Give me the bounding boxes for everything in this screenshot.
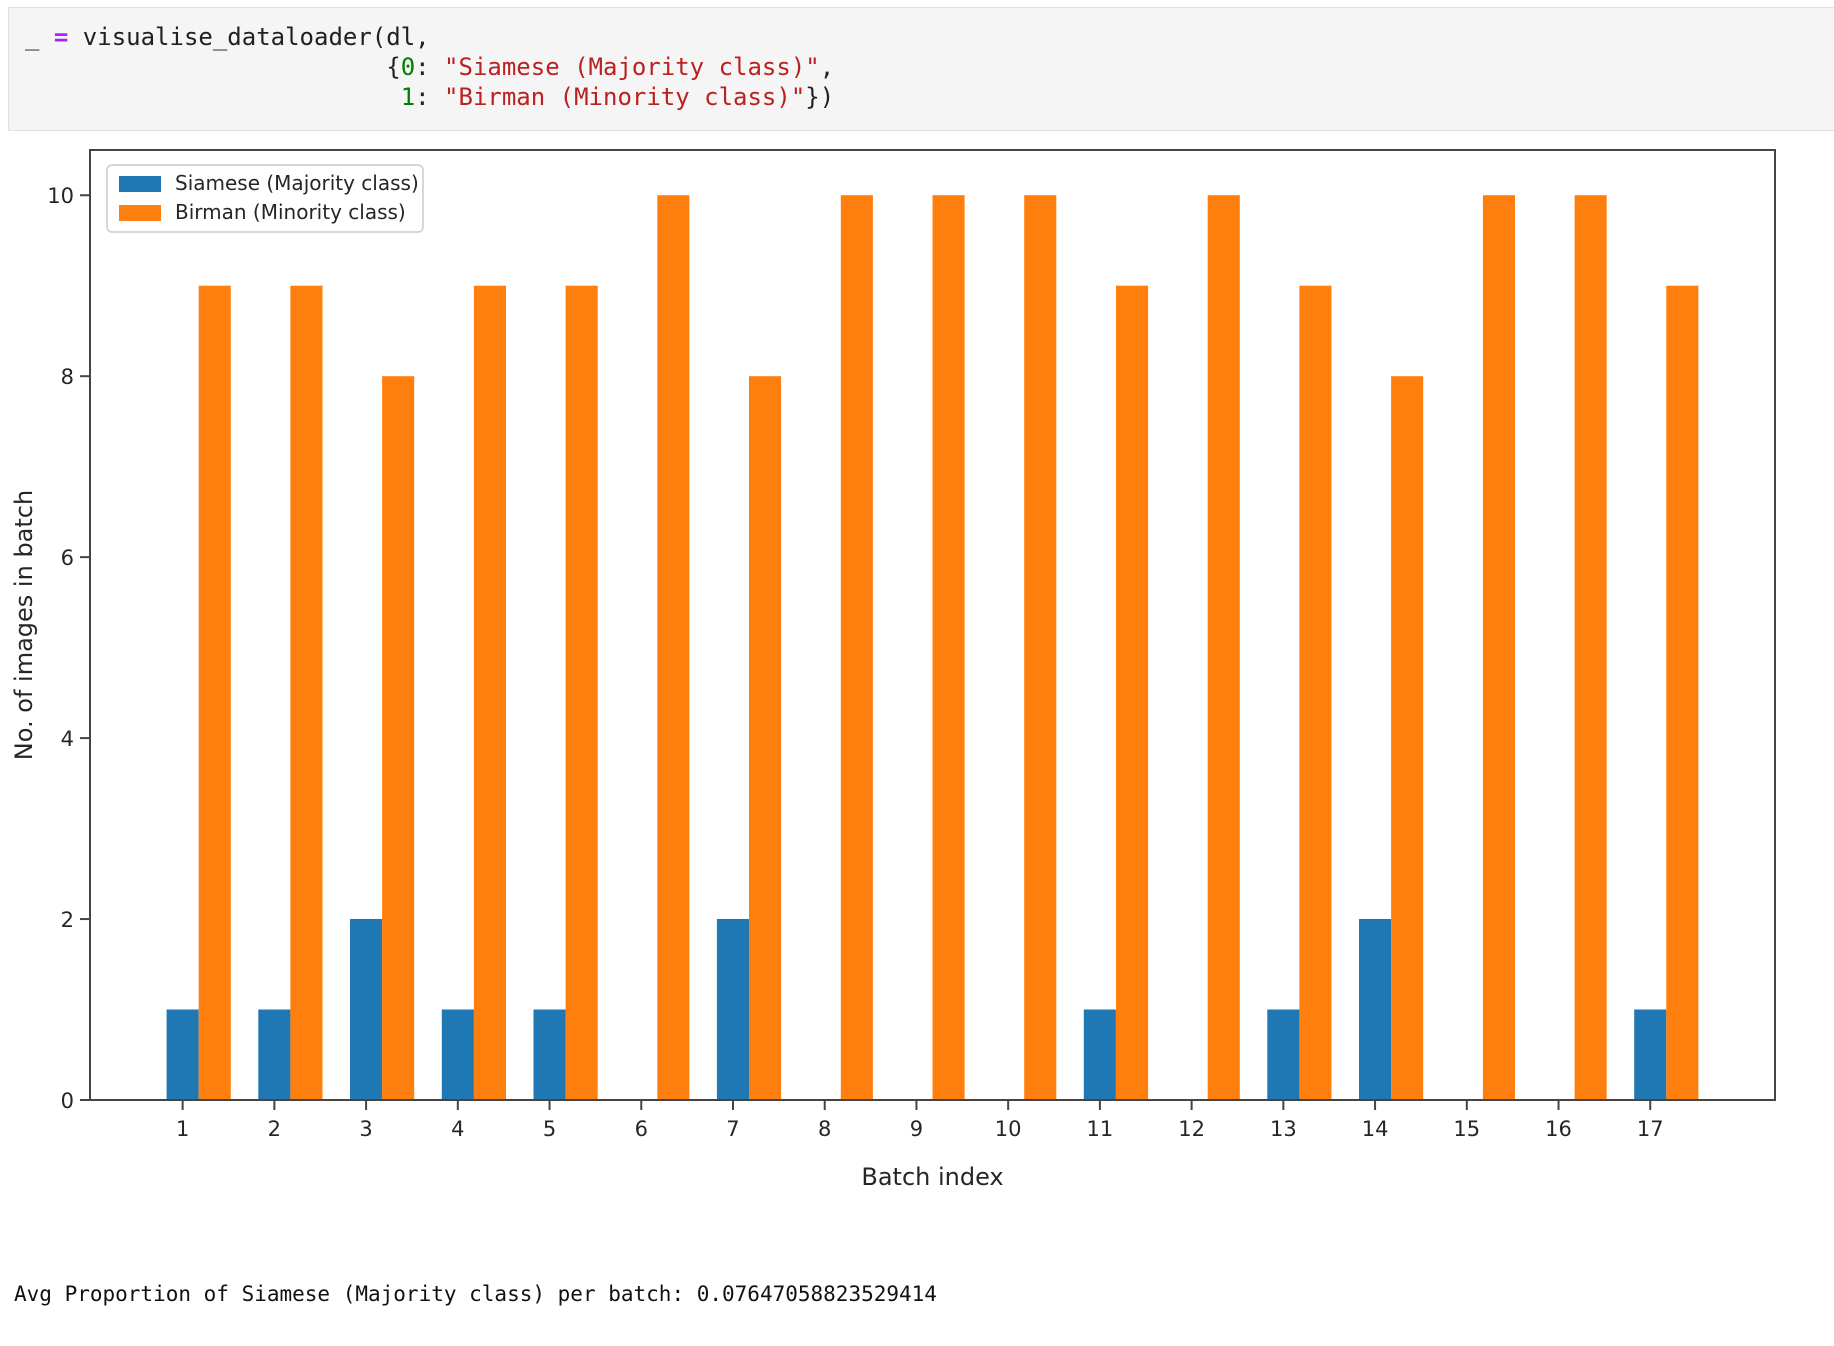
x-tick-label: 4 (451, 1117, 464, 1141)
legend-swatch-siamese (119, 176, 161, 192)
code-token-plain: visualise_dataloader(dl, (68, 23, 430, 51)
y-tick-label: 6 (61, 546, 74, 570)
bar-birman (382, 376, 415, 1100)
x-tick-label: 7 (726, 1117, 739, 1141)
x-tick-label: 15 (1453, 1117, 1480, 1141)
x-axis-label: Batch index (861, 1163, 1003, 1191)
code-token-operator: = (53, 23, 69, 51)
figure-output: 0 2 4 6 8 10 1 2 3 4 5 6 7 8 9 10 11 12 13 14 15 16 17 Batch in… (0, 138, 1834, 1216)
code-token-number: 0 (400, 53, 416, 81)
bar-siamese (441, 1009, 474, 1100)
code-token-plain: }) (805, 83, 835, 111)
bar-birman (1116, 285, 1149, 1100)
code-editor[interactable]: _ = visualise_dataloader(dl, {0: "Siames… (9, 8, 1834, 112)
x-tick-label: 8 (818, 1117, 831, 1141)
legend-label-birman: Birman (Minority class) (175, 200, 406, 224)
x-tick-label: 14 (1362, 1117, 1389, 1141)
bar-siamese (166, 1009, 199, 1100)
code-token-plain: , (819, 53, 835, 81)
code-cell[interactable]: _ = visualise_dataloader(dl, {0: "Siames… (8, 7, 1834, 131)
y-tick-label: 2 (61, 908, 74, 932)
legend-box (106, 164, 424, 233)
x-tick-label: 12 (1178, 1117, 1205, 1141)
bar-birman (657, 195, 690, 1100)
bar-birman (290, 285, 323, 1100)
bar-birman (840, 195, 873, 1100)
legend-label-siamese: Siamese (Majority class) (175, 171, 419, 195)
y-tick-label: 4 (61, 727, 74, 751)
bar-siamese (258, 1009, 291, 1100)
legend-swatch-birman (119, 205, 161, 221)
y-axis-label: No. of images in batch (10, 490, 38, 760)
stream-line-avg-siamese: Avg Proportion of Siamese (Majority clas… (14, 1282, 937, 1306)
x-tick-label: 2 (268, 1117, 281, 1141)
x-tick-label: 9 (910, 1117, 923, 1141)
bar-siamese (1634, 1009, 1667, 1100)
bar-birman (198, 285, 231, 1100)
x-tick-label: 13 (1270, 1117, 1297, 1141)
x-tick-label: 11 (1087, 1117, 1114, 1141)
x-tick-label: 3 (359, 1117, 372, 1141)
code-token-plain: { (25, 53, 401, 81)
code-token-plain: : (415, 83, 445, 111)
stream-output: Avg Proportion of Siamese (Majority clas… (14, 1222, 937, 1346)
code-token-plain (25, 83, 401, 111)
bar-birman (1482, 195, 1515, 1100)
code-token-string: "Birman (Minority class)" (444, 83, 806, 111)
plot-frame (89, 149, 1776, 1101)
bar-siamese (716, 919, 749, 1100)
x-tick-label: 6 (635, 1117, 648, 1141)
code-token-string: "Siamese (Majority class)" (444, 53, 820, 81)
bar-siamese (350, 919, 383, 1100)
x-tick-label: 1 (176, 1117, 189, 1141)
bar-birman (932, 195, 965, 1100)
x-tick-label: 16 (1545, 1117, 1572, 1141)
code-token-plain: _ (25, 23, 54, 51)
bar-siamese (1359, 919, 1392, 1100)
code-token-number: 1 (400, 83, 416, 111)
bar-birman (1299, 285, 1332, 1100)
bar-birman (749, 376, 782, 1100)
bar-birman (1207, 195, 1240, 1100)
x-tick-label: 5 (543, 1117, 556, 1141)
x-tick-label: 17 (1637, 1117, 1664, 1141)
bar-birman (565, 285, 598, 1100)
x-tick-label: 10 (995, 1117, 1022, 1141)
bar-siamese (533, 1009, 566, 1100)
bar-siamese (1267, 1009, 1300, 1100)
bar-birman (1391, 376, 1424, 1100)
y-tick-label: 8 (61, 365, 74, 389)
bar-birman (1024, 195, 1057, 1100)
bar-birman (473, 285, 506, 1100)
bar-siamese (1083, 1009, 1116, 1100)
y-tick-label: 0 (61, 1089, 74, 1113)
y-tick-label: 10 (47, 184, 74, 208)
bar-birman (1574, 195, 1607, 1100)
code-token-plain: : (415, 53, 445, 81)
bar-birman (1666, 285, 1699, 1100)
